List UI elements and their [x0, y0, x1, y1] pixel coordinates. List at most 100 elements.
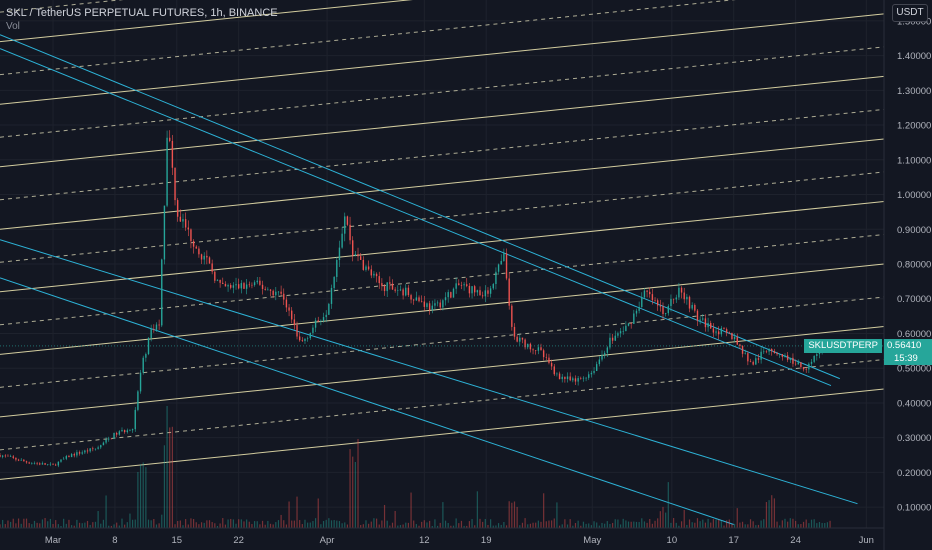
candle-body: [367, 266, 370, 270]
volume-bar: [383, 504, 386, 528]
candle-body: [131, 429, 134, 431]
candle-body: [678, 287, 680, 298]
volume-bar: [368, 523, 370, 528]
volume-bar: [569, 519, 571, 528]
volume-bar: [500, 524, 502, 528]
candle-body: [269, 289, 272, 291]
price-tick-label: 1.30000: [897, 86, 931, 97]
candle-body: [378, 276, 380, 284]
volume-bar: [651, 523, 653, 528]
candle-body: [145, 354, 147, 358]
candle-body: [516, 336, 518, 342]
volume-bar: [540, 521, 542, 528]
currency-unit-button[interactable]: USDT: [892, 4, 928, 22]
volume-bar: [508, 501, 510, 528]
volume-bar: [124, 524, 126, 528]
volume-bar: [553, 518, 555, 528]
candle-body: [84, 450, 86, 453]
volume-bar: [314, 518, 317, 528]
volume-bar: [166, 405, 168, 528]
candle-body: [291, 310, 293, 320]
volume-bar: [211, 522, 213, 528]
candle-body: [110, 438, 113, 440]
volume-bar: [795, 520, 797, 528]
volume-bar: [137, 472, 139, 528]
time-tick-label: 22: [233, 535, 244, 546]
candle-body: [121, 430, 123, 432]
price-axis[interactable]: 1.500001.400001.300001.200001.100001.000…: [883, 0, 931, 550]
candle-body: [643, 290, 646, 298]
candle-body: [275, 291, 277, 296]
candle-body: [357, 254, 359, 257]
candle-body: [150, 328, 152, 339]
volume-bar: [633, 521, 635, 528]
volume-bar: [511, 502, 513, 528]
candle-body: [243, 283, 245, 289]
candle-body: [617, 333, 619, 336]
channel-line: [0, 200, 885, 293]
volume-bar: [73, 525, 75, 528]
volume-bar: [715, 519, 717, 528]
volume-bar: [246, 519, 248, 528]
volume-bar: [214, 523, 216, 528]
candle-body: [728, 332, 730, 334]
candle-body: [187, 227, 189, 230]
volume-bar: [434, 519, 436, 528]
volume-bar: [492, 525, 494, 528]
candle-body: [171, 140, 174, 168]
volume-bar: [792, 518, 794, 528]
volume-bar: [360, 525, 362, 528]
time-axis[interactable]: Mar 8 15 22 Apr 12 19 May 10 17 24 Jun: [0, 527, 884, 546]
candle-body: [593, 371, 595, 373]
volume-bar: [344, 522, 346, 528]
volume-bar: [524, 518, 526, 528]
volume-bar: [113, 524, 115, 528]
candle-body: [585, 377, 587, 379]
volume-bar: [293, 520, 295, 528]
volume-bar: [60, 525, 62, 528]
volume-bar: [829, 520, 831, 528]
candle-body: [31, 463, 33, 464]
volume-bar: [741, 521, 744, 528]
volume-bar: [418, 525, 420, 528]
volume-bar: [171, 426, 173, 528]
volume-bar: [622, 518, 624, 528]
volume-bar: [224, 524, 227, 528]
candle-body: [70, 454, 73, 458]
volume-bar: [100, 523, 102, 528]
candle-body: [126, 430, 128, 433]
volume-bar: [200, 522, 203, 528]
candle-body: [25, 461, 28, 463]
candle-body: [158, 324, 160, 326]
volume-bar: [108, 525, 110, 528]
volume-bar: [635, 521, 638, 528]
volume-bar: [394, 510, 396, 528]
candle-body: [558, 373, 561, 380]
volume-bar: [641, 518, 643, 528]
volume-bar: [155, 524, 158, 528]
volume-bar: [516, 506, 518, 528]
volume-bar: [33, 520, 36, 528]
volume-bar: [195, 522, 197, 528]
candle-body: [362, 259, 365, 270]
volume-bar: [826, 522, 829, 528]
volume-bar: [657, 518, 659, 528]
candle-body: [381, 283, 383, 286]
volume-bar: [683, 509, 685, 528]
time-tick-label: 15: [172, 535, 183, 546]
candle-body: [800, 362, 802, 368]
candle-body: [373, 273, 375, 276]
candle-body: [625, 325, 627, 332]
candle-body: [487, 290, 489, 294]
volume-bar: [240, 519, 242, 528]
candle-body: [54, 464, 57, 466]
volume-bar: [818, 522, 821, 528]
volume-bar: [238, 519, 240, 528]
candle-body: [479, 290, 481, 296]
candle-body: [277, 291, 280, 293]
volume-bar: [723, 525, 725, 528]
candle-body: [137, 391, 139, 410]
volume-bar: [269, 523, 272, 528]
candle-body: [606, 347, 609, 353]
